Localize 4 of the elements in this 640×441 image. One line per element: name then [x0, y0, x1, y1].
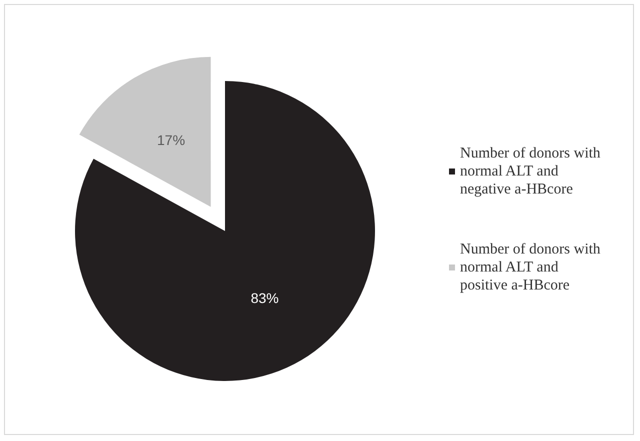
- data-label: 17%: [157, 132, 186, 148]
- data-label: 83%: [250, 290, 279, 306]
- legend-label: Number of donors with normal ALT and negative a-HBcore: [460, 146, 604, 198]
- legend-label: Number of donors with normal ALT and positive a-HBcore: [460, 242, 604, 294]
